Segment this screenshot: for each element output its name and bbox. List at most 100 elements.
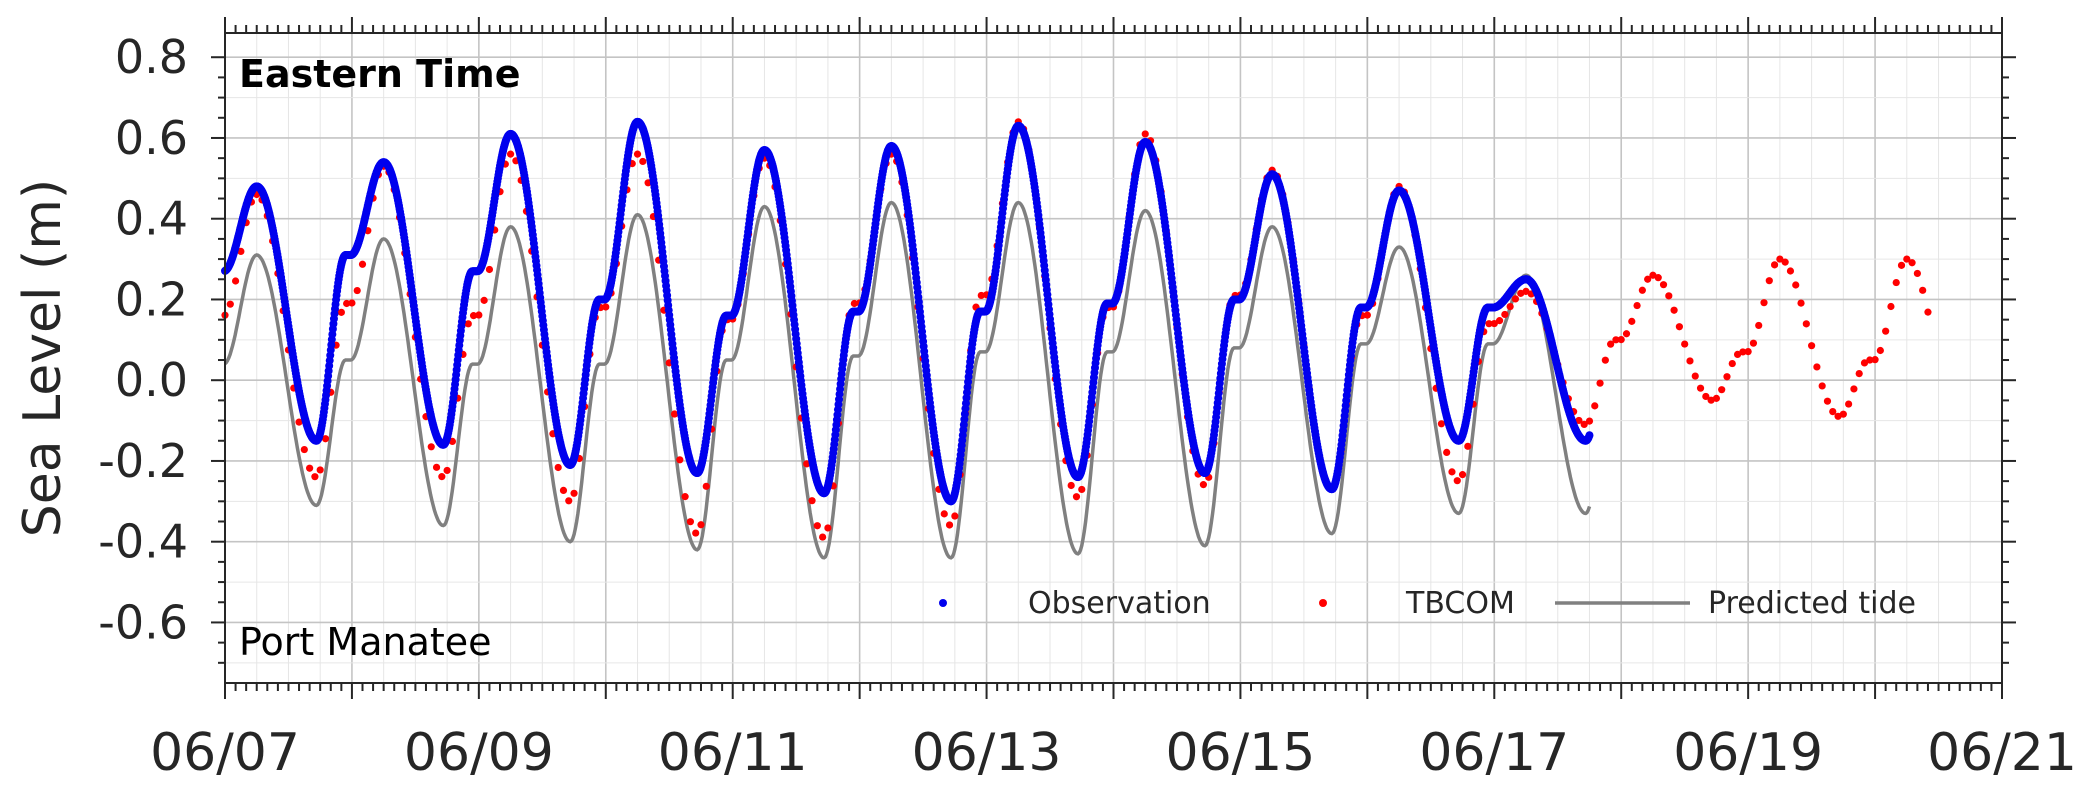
observation-point	[1585, 431, 1594, 440]
tbcom-point	[670, 410, 679, 418]
tbcom-point	[1876, 346, 1884, 355]
x-tick-label: 06/07	[150, 723, 300, 783]
x-tick-label: 06/11	[658, 723, 808, 783]
tbcom-point	[1691, 372, 1699, 380]
tbcom-point	[1464, 442, 1472, 450]
tbcom-point	[464, 320, 472, 328]
tbcom-point	[565, 497, 573, 505]
tbcom-point	[427, 443, 435, 451]
x-tick-label: 06/09	[404, 723, 554, 783]
tbcom-point	[1067, 481, 1075, 490]
grid	[224, 33, 2003, 683]
tbcom-point	[559, 486, 568, 495]
tbcom-point	[1908, 259, 1916, 267]
tbcom-point	[311, 473, 319, 481]
tbcom-point	[1580, 420, 1588, 429]
tbcom-point	[231, 277, 240, 285]
tbcom-point	[697, 521, 705, 529]
y-tick-label: -0.4	[98, 515, 188, 569]
tbcom-point	[1829, 407, 1837, 416]
tbcom-point	[1913, 269, 1921, 278]
tbcom-point	[1760, 299, 1768, 307]
tbcom-point	[1078, 485, 1086, 494]
tbcom-point	[1659, 281, 1668, 289]
tbcom-point	[1506, 302, 1514, 311]
tbcom-point	[1855, 369, 1863, 378]
tbcom-point	[940, 510, 948, 518]
tbcom-point	[1702, 392, 1710, 401]
tbcom-point	[1443, 448, 1451, 457]
tbcom-point	[676, 456, 684, 464]
tbcom-point	[1860, 359, 1869, 367]
tbcom-point	[1622, 330, 1631, 338]
tbcom-point	[686, 518, 695, 526]
y-tick-label: 0.8	[115, 30, 188, 84]
tbcom-point	[951, 512, 959, 520]
tbcom-point	[448, 437, 457, 446]
tbcom-point	[1919, 286, 1927, 294]
tbcom-point	[681, 493, 689, 501]
tbcom-point	[1199, 481, 1208, 489]
legend-observation-label: Observation	[1028, 586, 1211, 621]
tbcom-point	[1823, 397, 1832, 405]
tbcom-point	[803, 460, 811, 468]
tbcom-point	[316, 466, 324, 474]
predicted-tide-line	[223, 200, 1592, 560]
tbcom-point	[506, 150, 515, 158]
tbcom-point	[1818, 382, 1826, 390]
tbcom-point	[1363, 311, 1371, 319]
tbcom-point	[1797, 299, 1805, 307]
tbcom-point	[1654, 274, 1662, 282]
tbcom-point	[1644, 275, 1652, 283]
y-tick-label: 0.4	[115, 192, 188, 246]
tbcom-point	[1675, 323, 1683, 331]
tbcom-point	[850, 299, 858, 308]
tbcom-point	[1903, 255, 1911, 263]
tbcom-point	[1744, 348, 1752, 356]
tbcom-point	[1850, 385, 1858, 393]
tbcom-point	[480, 296, 488, 304]
y-tick-label: 0.6	[115, 111, 188, 165]
tbcom-point	[306, 464, 314, 472]
tbcom-point	[1781, 258, 1789, 266]
tbcom-point	[1728, 359, 1736, 368]
series-layer	[221, 117, 1932, 560]
tbcom-point	[1448, 468, 1456, 476]
tbcom-point	[1739, 348, 1747, 356]
tbcom-point	[1786, 267, 1795, 275]
x-tick-label: 06/13	[912, 723, 1062, 783]
tbcom-point	[1924, 308, 1932, 316]
tbcom-point	[554, 463, 562, 472]
tbcom-point	[1892, 278, 1900, 287]
tbcom-point	[1628, 317, 1636, 325]
tbcom-point	[1808, 342, 1816, 350]
tbcom-point	[443, 466, 451, 475]
tbcom-point	[692, 529, 700, 537]
tbcom-point	[977, 291, 985, 300]
y-tick-labels: 0.8 0.6 0.4 0.2 0.0 -0.2 -0.4 -0.6	[98, 30, 188, 649]
tbcom-point	[1612, 336, 1620, 344]
tbcom-point	[237, 247, 245, 255]
tbcom-point	[1072, 493, 1081, 501]
tbcom-point	[1141, 130, 1149, 138]
tbcom-point	[1776, 255, 1784, 263]
tbcom-point	[1681, 340, 1689, 348]
tbcom-point	[1501, 310, 1509, 319]
x-tick-label: 06/19	[1673, 723, 1823, 783]
tbcom-point	[1871, 356, 1879, 364]
tbcom-point	[819, 533, 827, 541]
tbcom-point	[1617, 335, 1625, 344]
tbcom-point	[1712, 394, 1721, 402]
y-tick-label: 0.2	[115, 272, 188, 326]
tbcom-point	[1485, 320, 1493, 328]
tbcom-point	[1792, 281, 1800, 289]
tbcom-point	[1765, 277, 1773, 285]
tbcom-point	[570, 489, 578, 497]
tbcom-point	[1638, 286, 1646, 294]
tbcom-point	[1718, 386, 1726, 394]
tbcom-point	[1596, 379, 1604, 387]
tbcom-point	[475, 311, 483, 319]
tbcom-point	[1511, 295, 1520, 303]
y-tick-label: -0.2	[98, 434, 188, 488]
